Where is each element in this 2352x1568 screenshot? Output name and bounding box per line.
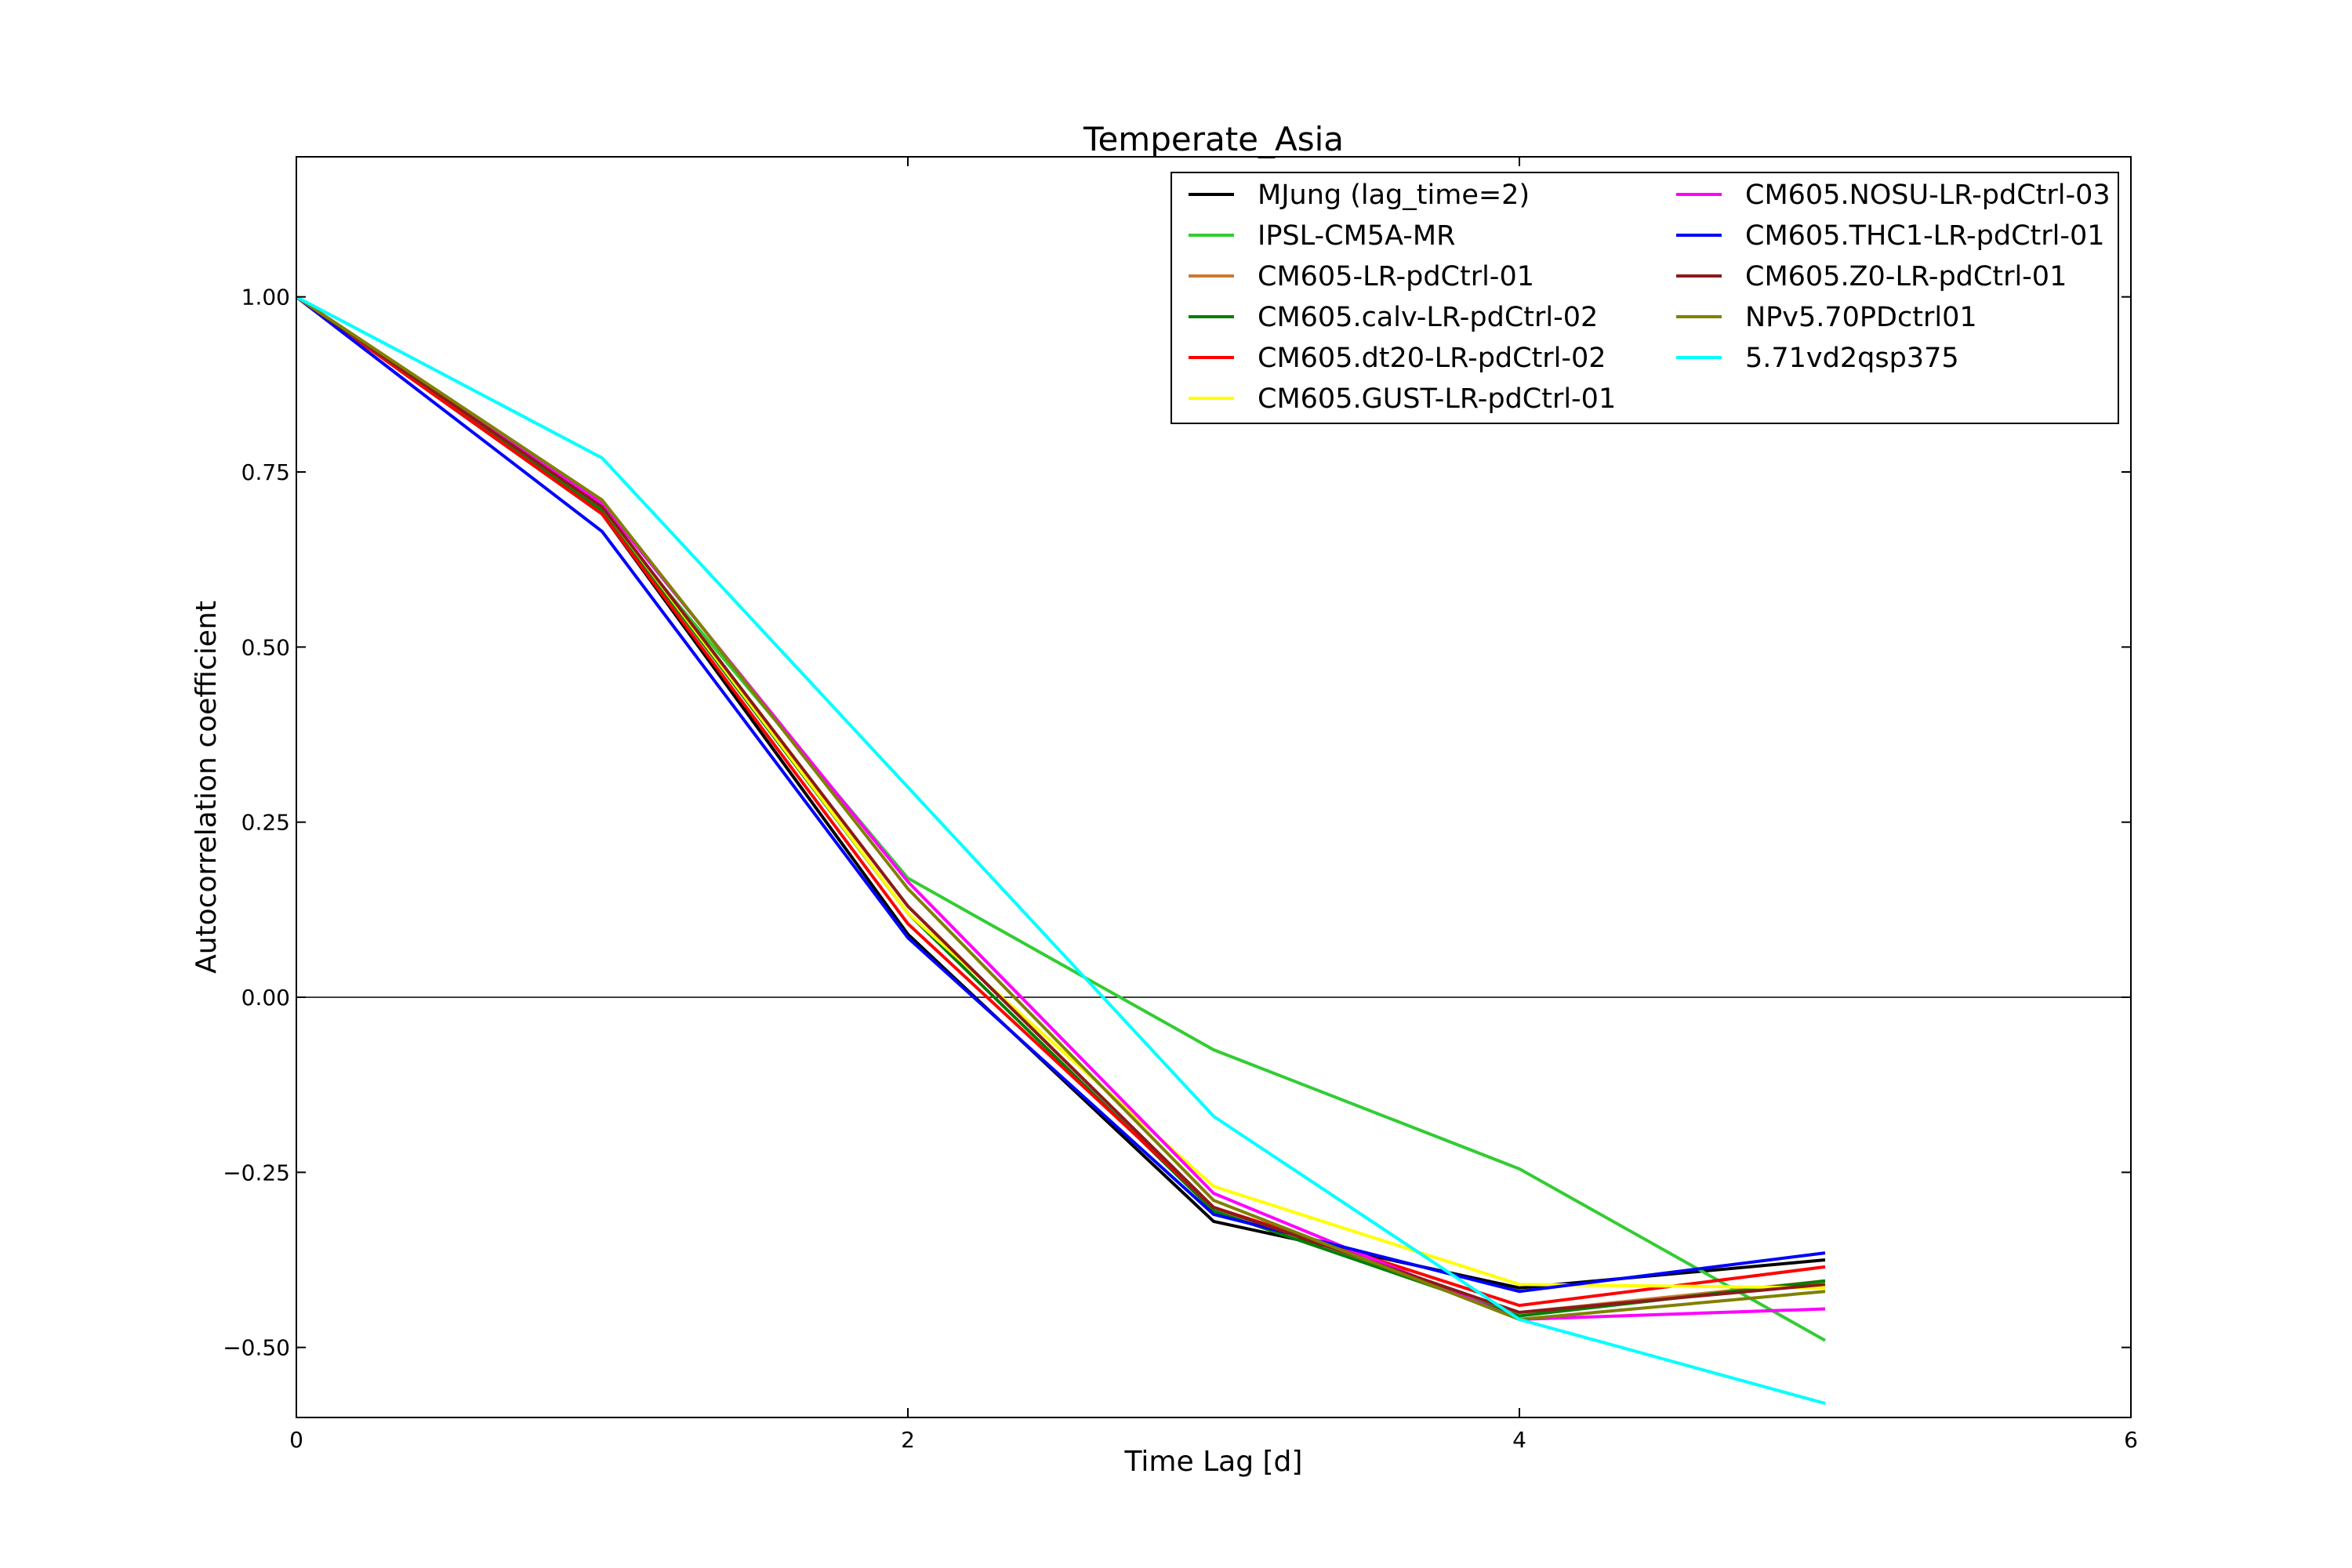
legend-label-2: CM605-LR-pdCtrl-01	[1258, 261, 1534, 292]
legend-label-9: NPv5.70PDctrl01	[1745, 302, 1977, 333]
y-tick-label: −0.50	[223, 1335, 290, 1361]
x-tick-label: 6	[2124, 1427, 2138, 1453]
series-line-7	[295, 296, 1826, 1294]
series-line-10	[296, 295, 1826, 1406]
series-line-9	[295, 296, 1826, 1321]
legend: MJung (lag_time=2) IPSL-CM5A-MR CM605-LR-p…	[1171, 172, 2119, 424]
axis-ticks: −0.50 −0.25 0.00 0.25 0.50 0.75 1.00 0 2 4 6	[223, 157, 2138, 1453]
y-tick-label: 0.25	[241, 810, 290, 836]
x-tick-label: 4	[1512, 1427, 1526, 1453]
x-tick-label: 0	[289, 1427, 303, 1453]
y-tick-label: 1.00	[241, 285, 290, 310]
y-tick-label: −0.25	[223, 1160, 290, 1185]
series-line-3	[295, 296, 1826, 1318]
x-tick-label: 2	[901, 1427, 915, 1453]
legend-box	[1171, 172, 2119, 424]
legend-label-8: CM605.Z0-LR-pdCtrl-01	[1745, 261, 2067, 292]
legend-label-7: CM605.THC1-LR-pdCtrl-01	[1745, 220, 2105, 252]
plot-frame	[296, 156, 2132, 1418]
y-tick-label: 0.50	[241, 634, 290, 660]
legend-label-4: CM605.dt20-LR-pdCtrl-02	[1258, 343, 1606, 374]
x-axis-title: Time Lag [d]	[1124, 1446, 1303, 1478]
plot-area	[295, 295, 2131, 1406]
y-axis-title: Autocorrelation coefficient	[191, 601, 223, 974]
legend-label-3: CM605.calv-LR-pdCtrl-02	[1258, 302, 1598, 333]
y-tick-label: 0.00	[241, 985, 290, 1011]
legend-label-0: MJung (lag_time=2)	[1258, 180, 1530, 211]
legend-label-5: CM605.GUST-LR-pdCtrl-01	[1258, 383, 1616, 415]
series-line-4	[295, 296, 1826, 1308]
legend-label-6: CM605.NOSU-LR-pdCtrl-03	[1745, 180, 2111, 211]
y-tick-label: 0.75	[241, 459, 290, 485]
chart-title: Temperate_Asia	[1083, 120, 1344, 158]
legend-label-10: 5.71vd2qsp375	[1745, 343, 1959, 374]
series-line-6	[295, 296, 1826, 1321]
legend-label-1: IPSL-CM5A-MR	[1258, 220, 1455, 252]
series-line-8	[295, 296, 1826, 1315]
